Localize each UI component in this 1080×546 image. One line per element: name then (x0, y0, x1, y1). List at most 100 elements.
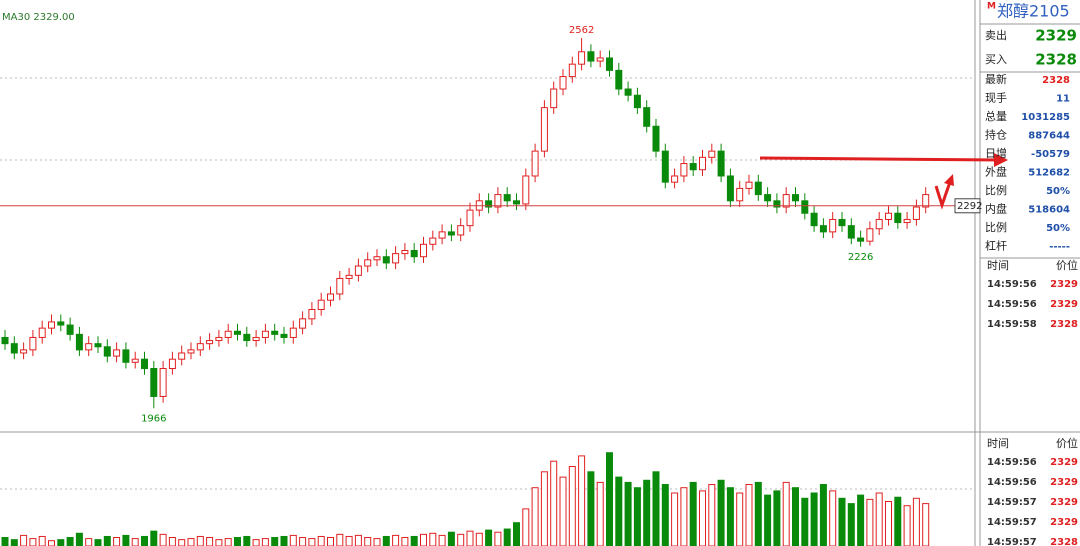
volume-bar (410, 535, 418, 546)
volume-bar (429, 532, 437, 546)
volume-bar (606, 452, 613, 546)
candle-body (866, 228, 874, 242)
candle-body (829, 218, 837, 233)
volume-bar (373, 538, 381, 546)
volume-bar (280, 535, 288, 546)
volume-bar (550, 460, 558, 546)
volume-bar (782, 481, 790, 546)
candle-body (20, 349, 28, 354)
volume-bar (857, 494, 865, 546)
volume-bar (94, 539, 102, 546)
volume-bar (38, 535, 46, 546)
candle-body (838, 218, 846, 227)
volume-bar (141, 535, 148, 546)
candle-body (159, 368, 167, 397)
candle-body (819, 225, 827, 233)
candle-body (364, 259, 372, 267)
candle-body (578, 51, 586, 65)
candle-body (261, 330, 269, 338)
candle-body (168, 358, 176, 370)
volume-bar (792, 487, 799, 546)
volume-bar (680, 487, 688, 546)
candle-body (336, 277, 344, 295)
arrow-head (994, 153, 1008, 167)
volume-bar (261, 538, 269, 546)
candle-body (196, 343, 204, 351)
volume-bar (643, 479, 651, 546)
stat-value: 887644 (1028, 131, 1070, 142)
candle-body (308, 309, 316, 320)
volume-bar (661, 484, 669, 546)
volume-bar (420, 533, 427, 546)
candle-body (540, 107, 548, 152)
volume-bar (48, 540, 55, 546)
col-header: 价位 (1056, 436, 1078, 450)
candle-body (271, 330, 279, 335)
candle-body (252, 336, 260, 342)
volume-bar (866, 498, 874, 546)
candle-body (875, 218, 883, 230)
candle-body (85, 343, 93, 351)
volume-bar (196, 535, 204, 546)
candle-body (122, 349, 130, 363)
volume-bar (327, 537, 334, 546)
candle-body (857, 237, 865, 242)
candle-body (66, 324, 74, 335)
stat-label: 持仓 (985, 128, 1007, 142)
volume-bar (401, 537, 409, 546)
candle-body (754, 181, 762, 196)
candle-body (299, 318, 307, 329)
candle-body (103, 346, 111, 357)
candle-body (131, 358, 139, 363)
trade-price: 2329 (1050, 457, 1078, 468)
high-annotation: 2562 (569, 25, 594, 36)
badge: M (987, 2, 996, 12)
candle-body (699, 156, 706, 171)
trade-time: 14:59:57 (987, 517, 1037, 528)
volume-bar (178, 539, 186, 546)
trade-price: 2329 (1050, 299, 1078, 310)
volume-bar (66, 537, 74, 546)
volume-bar (652, 471, 660, 546)
candle-body (792, 194, 799, 202)
volume-bar (317, 535, 325, 546)
candle-body (885, 212, 892, 220)
volume-bar (131, 538, 139, 546)
candle-body (764, 194, 772, 202)
col-header: 价位 (1056, 258, 1078, 272)
candle-body (615, 69, 623, 90)
stat-value: 518604 (1028, 205, 1070, 216)
volume-bar (85, 538, 93, 546)
volume-bar (559, 476, 567, 546)
volume-bar (838, 497, 846, 546)
volume-bar (615, 476, 623, 546)
volume-bar (113, 537, 121, 546)
candle-body (559, 76, 567, 90)
candle-body (633, 94, 641, 109)
quote-value: 2329 (1035, 27, 1077, 45)
volume-bar (485, 529, 493, 546)
candle-body (420, 243, 427, 258)
volume-bar (382, 535, 390, 546)
arrow-head (944, 174, 954, 186)
candle-body (280, 333, 288, 338)
volume-bar (289, 534, 297, 546)
volume-bar (736, 492, 744, 546)
volume-bar (122, 534, 130, 546)
candle-body (354, 265, 362, 276)
candle-body (429, 237, 437, 245)
volume-bar (578, 455, 586, 546)
candle-body (327, 293, 334, 301)
volume-bar (819, 484, 827, 546)
volume-bar (447, 531, 455, 546)
candle-body (643, 107, 651, 127)
candle-body (847, 225, 855, 239)
candle-body (726, 175, 734, 202)
volume-bar (438, 534, 446, 546)
contract-title: 郑醇2105 (997, 2, 1070, 21)
trade-price: 2328 (1050, 537, 1078, 546)
stat-label: 日增 (985, 146, 1007, 160)
volume-bar (224, 538, 232, 546)
candle-body (345, 274, 353, 279)
candle-body (206, 340, 214, 345)
